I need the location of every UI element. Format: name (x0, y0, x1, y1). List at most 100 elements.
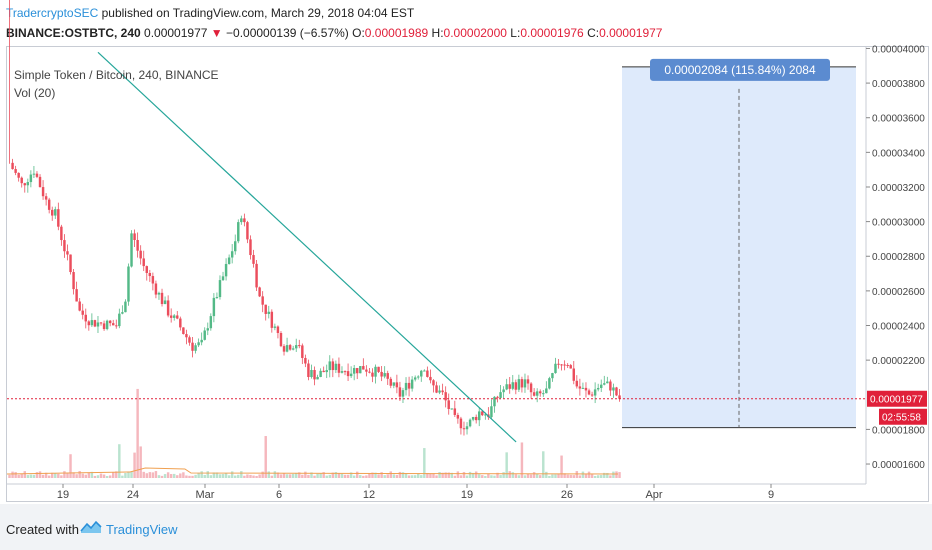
candle-body (182, 327, 185, 335)
volume-bar (383, 475, 386, 478)
candle-body (352, 368, 356, 374)
volume-bar (478, 474, 481, 478)
candle-body (606, 381, 609, 384)
candle-body (96, 322, 100, 327)
candle-body (252, 255, 255, 264)
candle-body (185, 334, 188, 338)
volume-bar (612, 471, 615, 478)
volume-bar (325, 475, 328, 478)
volume-bar (270, 475, 274, 478)
legend-indicator[interactable]: Vol (20) (14, 86, 56, 100)
candle-body (200, 339, 203, 343)
candle-body (282, 346, 286, 352)
candle-body (197, 342, 200, 346)
candle-body (130, 233, 133, 267)
volume-bar (523, 475, 527, 478)
candle-body (581, 387, 585, 389)
volume-bar (224, 473, 228, 478)
candle-body (151, 276, 155, 284)
candle-body (359, 366, 362, 374)
volume-bar (557, 473, 560, 478)
candle-body (447, 400, 450, 410)
candle-body (459, 418, 463, 429)
volume-bar (279, 474, 283, 478)
volume-bar (136, 388, 139, 478)
volume-bar (526, 473, 530, 478)
volume-bar (291, 473, 295, 478)
candle-body (398, 387, 402, 397)
candle-body (380, 371, 383, 377)
candle-body (227, 257, 231, 264)
candle-body (166, 300, 170, 316)
candle-body (194, 345, 197, 351)
candle-body (17, 172, 20, 178)
volume-bar (121, 475, 124, 478)
volume-bar (392, 474, 396, 478)
volume-bar (410, 475, 414, 478)
candle-body (127, 266, 130, 302)
publish-line: TradercryptoSEC published on TradingView… (6, 6, 414, 20)
candle-body (542, 393, 545, 395)
candle-body (234, 241, 237, 252)
candle-body (209, 316, 213, 329)
volume-bar (420, 475, 423, 478)
candle-body (435, 385, 438, 393)
volume-bar (182, 472, 185, 478)
low-label: L: (510, 26, 521, 40)
candle-body (44, 196, 48, 200)
volume-bar (243, 475, 246, 478)
candle-body (212, 297, 216, 317)
volume-bar (328, 474, 331, 478)
volume-bar (298, 472, 301, 478)
volume-bar (154, 471, 158, 478)
volume-bar (51, 472, 54, 478)
candle-body (526, 379, 530, 384)
volume-bar (261, 471, 264, 478)
volume-bar (90, 471, 94, 478)
x-tick-label: 26 (561, 489, 573, 501)
y-tick-label: 0.00003600 (872, 114, 925, 125)
volume-bar (551, 474, 554, 478)
candle-body (520, 379, 524, 388)
candle-body (115, 325, 118, 327)
price-chart[interactable]: 0.00002084 (115.84%) 2084 0.00004000 0.000… (0, 0, 932, 504)
volume-bar (520, 442, 524, 478)
candle-body (139, 250, 142, 259)
volume-bar (499, 475, 502, 478)
candle-body (11, 162, 14, 170)
candle-body (142, 258, 145, 267)
close-value: 0.00001977 (599, 26, 663, 40)
volume-bar (548, 475, 551, 478)
candle-body (66, 251, 69, 255)
volume-bar (60, 475, 63, 478)
author-link[interactable]: TradercryptoSEC (6, 6, 99, 20)
candle-body (316, 376, 319, 380)
candle-body (554, 363, 557, 374)
volume-bar (572, 475, 575, 478)
candle-body (404, 382, 408, 391)
candle-body (593, 389, 597, 396)
candle-body (313, 370, 316, 380)
candle-body (99, 322, 103, 324)
volume-bar (264, 436, 267, 478)
volume-bar (258, 474, 261, 478)
candle-body (51, 209, 54, 216)
candle-body (240, 218, 243, 223)
candle-body (38, 176, 42, 188)
tradingview-brand-link[interactable]: TradingView (106, 522, 178, 537)
candle-body (572, 368, 575, 381)
volume-bar (465, 475, 469, 478)
volume-bar (246, 474, 249, 478)
volume-bar (57, 473, 60, 478)
candle-body (508, 384, 511, 389)
volume-bar (151, 472, 155, 478)
volume-bar (20, 473, 23, 478)
volume-bar (301, 474, 304, 478)
candle-body (523, 379, 527, 388)
volume-bar (38, 471, 42, 478)
candle-body (612, 387, 615, 391)
volume-bar (212, 472, 216, 478)
countdown-label: 02:55:58 (882, 413, 921, 424)
x-tick-label: 19 (57, 489, 69, 501)
candle-body (72, 272, 75, 290)
